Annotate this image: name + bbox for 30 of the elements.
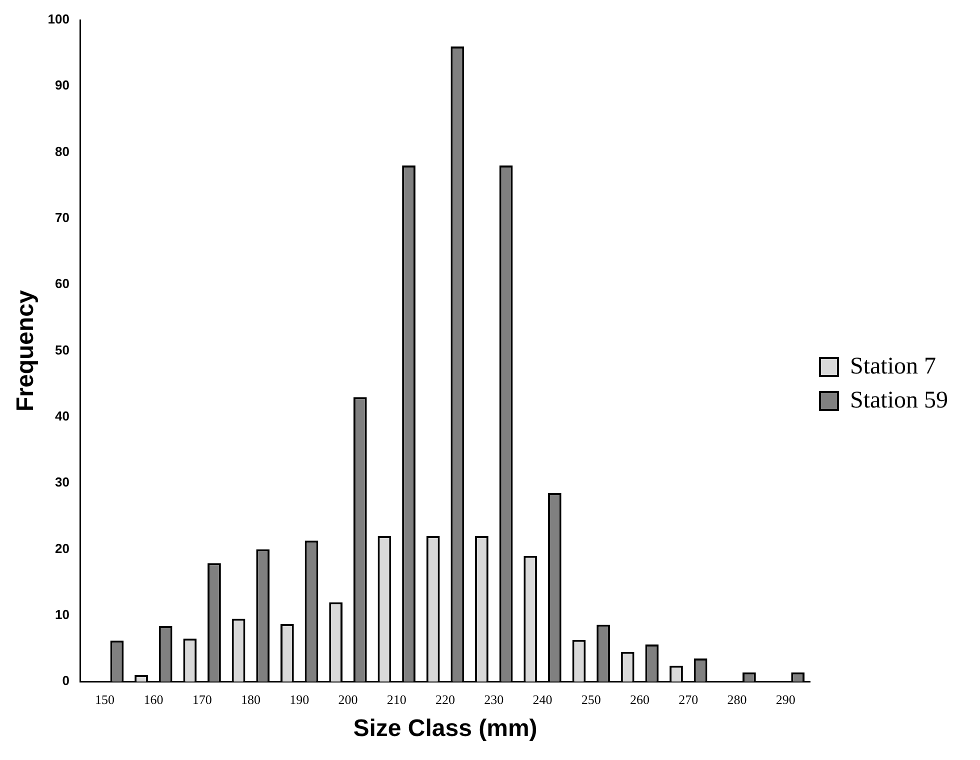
y-tick-label: 30 bbox=[55, 474, 70, 490]
x-tick-label: 180 bbox=[240, 692, 260, 707]
y-axis-title: Frequency bbox=[12, 289, 40, 412]
x-tick-label: 260 bbox=[630, 692, 650, 707]
x-tick-label: 200 bbox=[338, 692, 358, 707]
legend-label: Station 59 bbox=[850, 387, 948, 414]
x-tick-label: 170 bbox=[192, 692, 212, 707]
x-axis-title: Size Class (mm) bbox=[353, 715, 538, 742]
y-tick-label: 70 bbox=[55, 210, 70, 226]
x-tick-label: 240 bbox=[532, 692, 552, 707]
x-tick-label: 150 bbox=[95, 692, 115, 707]
x-tick-label: 230 bbox=[484, 692, 504, 707]
legend-label: Station 7 bbox=[850, 353, 936, 380]
x-tick-label: 220 bbox=[435, 692, 455, 707]
x-tick-label: 270 bbox=[678, 692, 698, 707]
y-tick-label: 80 bbox=[55, 144, 70, 159]
x-tick-label: 250 bbox=[581, 692, 601, 707]
x-tick-label: 160 bbox=[144, 692, 164, 707]
y-tick-label: 90 bbox=[55, 78, 70, 93]
y-tick-label: 0 bbox=[62, 673, 70, 688]
y-tick-label: 50 bbox=[55, 342, 70, 358]
x-tick-label: 210 bbox=[386, 692, 406, 707]
x-tick-label: 290 bbox=[776, 692, 796, 707]
x-tick-label: 190 bbox=[290, 692, 310, 707]
y-tick-label: 60 bbox=[55, 276, 70, 292]
y-tick-label: 10 bbox=[55, 607, 70, 622]
y-tick-label: 20 bbox=[55, 540, 70, 556]
x-tick-label: 280 bbox=[727, 692, 747, 707]
y-tick-label: 40 bbox=[55, 408, 70, 424]
y-tick-label: 100 bbox=[48, 12, 70, 27]
